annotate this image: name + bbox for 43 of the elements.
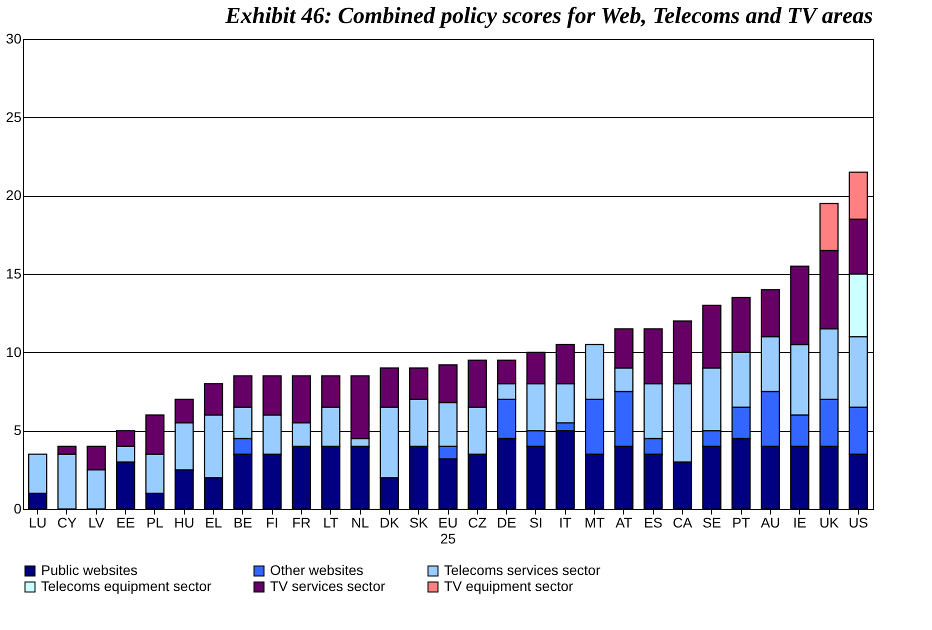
x-tick-label: US: [848, 514, 868, 530]
x-tick-label: AT: [615, 514, 633, 530]
x-tick-label: IT: [559, 514, 572, 530]
x-tick-label: CA: [672, 514, 693, 530]
y-tick-label: 20: [6, 187, 22, 204]
legend-label: Telecoms services sector: [444, 562, 601, 578]
y-tick-label: 30: [6, 30, 22, 46]
x-tick-label: PL: [146, 514, 164, 530]
x-tick-label: DE: [496, 514, 516, 530]
x-tick-label: IE: [793, 514, 806, 530]
x-tick-label: SI: [529, 514, 543, 530]
x-tick-label: FR: [292, 514, 311, 530]
x-tick-label: DK: [380, 514, 400, 530]
x-tick-label: EU 25: [438, 514, 458, 546]
x-tick-label: LT: [323, 514, 339, 530]
x-tick-label: LU: [28, 514, 47, 530]
y-tick-label: 5: [14, 422, 22, 438]
chart-title: Exhibit 46: Combined policy scores for Web, Telecoms and TV areas: [224, 3, 874, 28]
x-tick-label: PT: [732, 514, 750, 530]
x-tick-label: MT: [584, 514, 606, 530]
y-tick-label: 0: [14, 500, 22, 516]
x-tick-label: EE: [116, 514, 135, 530]
legend-label: TV equipment sector: [444, 578, 574, 594]
x-tick-label: CZ: [468, 514, 488, 530]
x-tick-label: FI: [266, 514, 278, 530]
x-tick-label: HU: [174, 514, 194, 530]
legend-label: Other websites: [270, 562, 364, 578]
x-tick-label: UK: [819, 514, 840, 530]
x-tick-label: NL: [351, 514, 370, 530]
x-tick-label: EL: [204, 514, 222, 530]
legend-label: TV services sector: [270, 578, 386, 594]
y-tick-label: 10: [6, 344, 22, 360]
legend-label: Telecoms equipment sector: [41, 578, 212, 594]
x-tick-label: ES: [644, 514, 663, 530]
x-tick-label: LV: [88, 514, 105, 530]
x-tick-label: SE: [702, 514, 722, 530]
x-tick-label: CY: [57, 514, 78, 530]
legend-label: Public websites: [41, 562, 138, 578]
x-tick-label: BE: [233, 514, 252, 530]
x-tick-label: SK: [409, 514, 429, 530]
y-tick-label: 25: [6, 108, 22, 125]
y-tick-label: 15: [6, 266, 22, 282]
x-tick-label: AU: [760, 514, 780, 530]
